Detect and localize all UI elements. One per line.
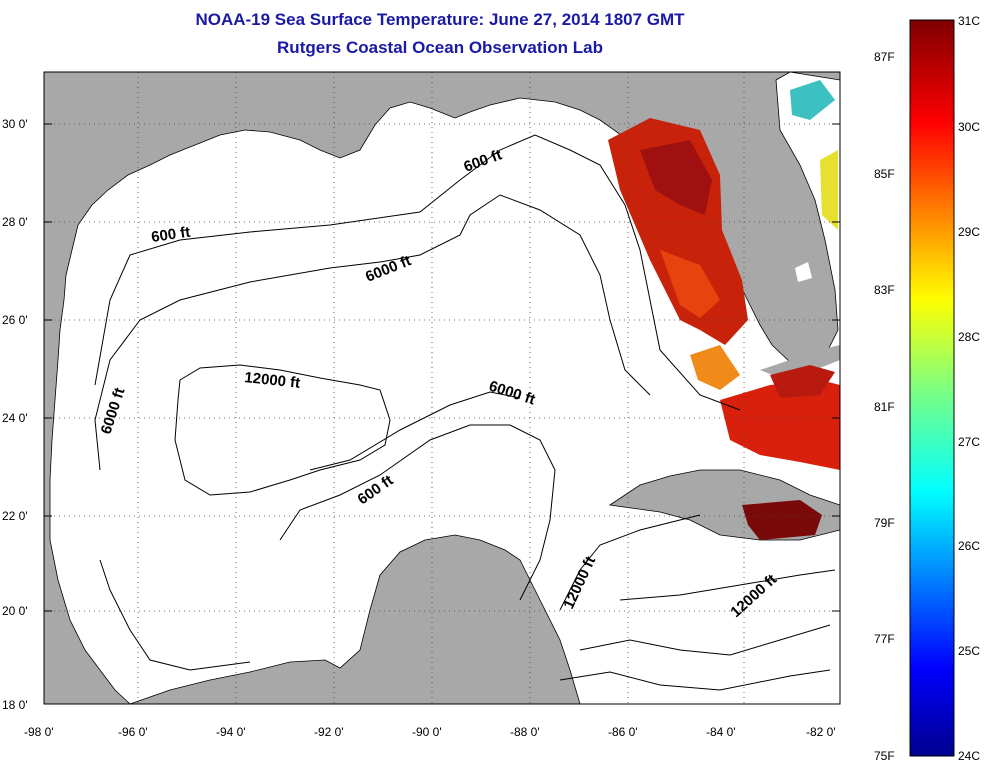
florida-keys <box>760 345 840 378</box>
lon-label: -82 0' <box>806 725 836 739</box>
celsius-label: 29C <box>958 225 980 239</box>
lat-label: 20 0' <box>2 604 28 618</box>
celsius-label: 31C <box>958 14 980 28</box>
map-title: NOAA-19 Sea Surface Temperature: June 27… <box>195 10 685 29</box>
lon-label: -90 0' <box>412 725 442 739</box>
fahrenheit-label: 79F <box>874 516 895 530</box>
lat-label: 28 0' <box>2 215 28 229</box>
depth-contours <box>94 134 836 691</box>
map-subtitle: Rutgers Coastal Ocean Observation Lab <box>277 38 603 57</box>
lon-label: -92 0' <box>314 725 344 739</box>
celsius-label: 27C <box>958 435 980 449</box>
celsius-label: 24C <box>958 749 980 763</box>
lat-label: 24 0' <box>2 411 28 425</box>
fahrenheit-label: 77F <box>874 632 895 646</box>
contour-label: 12000 ft <box>244 369 301 392</box>
lon-label: -96 0' <box>118 725 148 739</box>
latitude-axis: 30 0' 28 0' 26 0' 24 0' 22 0' 20 0' 18 0… <box>2 117 840 712</box>
celsius-label: 28C <box>958 330 980 344</box>
lon-label: -86 0' <box>608 725 638 739</box>
lon-label: -94 0' <box>216 725 246 739</box>
celsius-label: 26C <box>958 539 980 553</box>
fahrenheit-label: 85F <box>874 167 895 181</box>
mexico-land <box>129 534 581 704</box>
colorbar-gradient <box>909 19 955 757</box>
fahrenheit-label: 83F <box>874 283 895 297</box>
lat-label: 18 0' <box>2 698 28 712</box>
lat-label: 26 0' <box>2 313 28 327</box>
longitude-axis: -98 0' -96 0' -94 0' -92 0' -90 0' -88 0… <box>24 725 836 739</box>
celsius-label: 25C <box>958 644 980 658</box>
us-land <box>44 72 840 704</box>
sst-swath <box>608 80 840 540</box>
fahrenheit-label: 87F <box>874 50 895 64</box>
lat-label: 30 0' <box>2 117 28 131</box>
celsius-label: 30C <box>958 120 980 134</box>
fahrenheit-label: 75F <box>874 749 895 763</box>
fahrenheit-label: 81F <box>874 400 895 414</box>
lat-lon-grid <box>44 72 840 704</box>
lon-label: -88 0' <box>510 725 540 739</box>
lon-label: -84 0' <box>706 725 736 739</box>
colorbar: 87F 85F 83F 81F 79F 77F 75F 31C 30C 29C … <box>874 14 980 763</box>
lat-label: 22 0' <box>2 509 28 523</box>
map-frame <box>43 71 841 705</box>
contour-label: 600 ft <box>150 224 191 246</box>
lon-label: -98 0' <box>24 725 54 739</box>
